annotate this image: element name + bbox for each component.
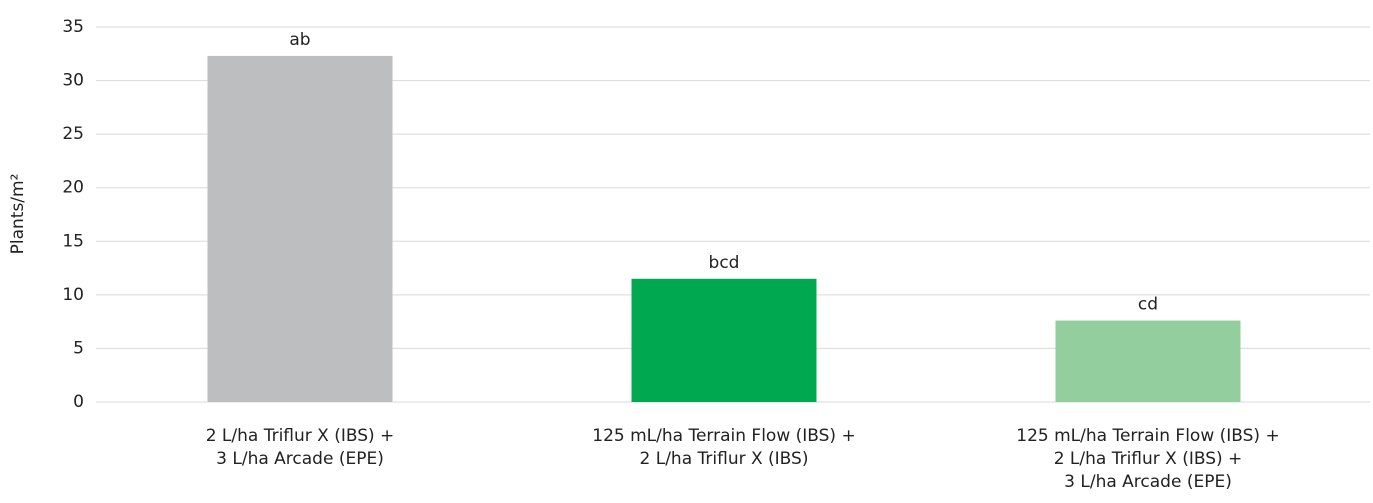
x-tick-label: 125 mL/ha Terrain Flow (IBS) + xyxy=(592,426,855,446)
x-tick-label: 2 L/ha Triflur X (IBS) xyxy=(640,449,809,469)
y-tick-label: 25 xyxy=(62,124,84,144)
bar xyxy=(207,55,393,403)
x-tick-label: 2 L/ha Triflur X (IBS) + xyxy=(206,426,395,446)
x-tick-label: 3 L/ha Arcade (EPE) xyxy=(216,449,384,469)
y-tick-label: 10 xyxy=(62,285,84,305)
y-tick-label: 20 xyxy=(62,178,84,198)
y-tick-label: 0 xyxy=(73,392,84,412)
x-tick-label: 2 L/ha Triflur X (IBS) + xyxy=(1054,449,1243,469)
x-tick-label: 3 L/ha Arcade (EPE) xyxy=(1064,472,1232,492)
x-tick-label: 125 mL/ha Terrain Flow (IBS) + xyxy=(1016,426,1279,446)
y-tick-label: 15 xyxy=(62,231,84,251)
bar xyxy=(631,278,817,402)
bar-label: cd xyxy=(1138,295,1158,315)
y-tick-label: 5 xyxy=(73,338,84,358)
y-tick-label: 35 xyxy=(62,17,84,37)
bar-label: bcd xyxy=(709,253,740,273)
y-tick-label: 30 xyxy=(62,71,84,91)
bar-label: ab xyxy=(289,30,310,50)
y-axis-label: Plants/m² xyxy=(8,174,28,255)
bar xyxy=(1055,320,1241,402)
